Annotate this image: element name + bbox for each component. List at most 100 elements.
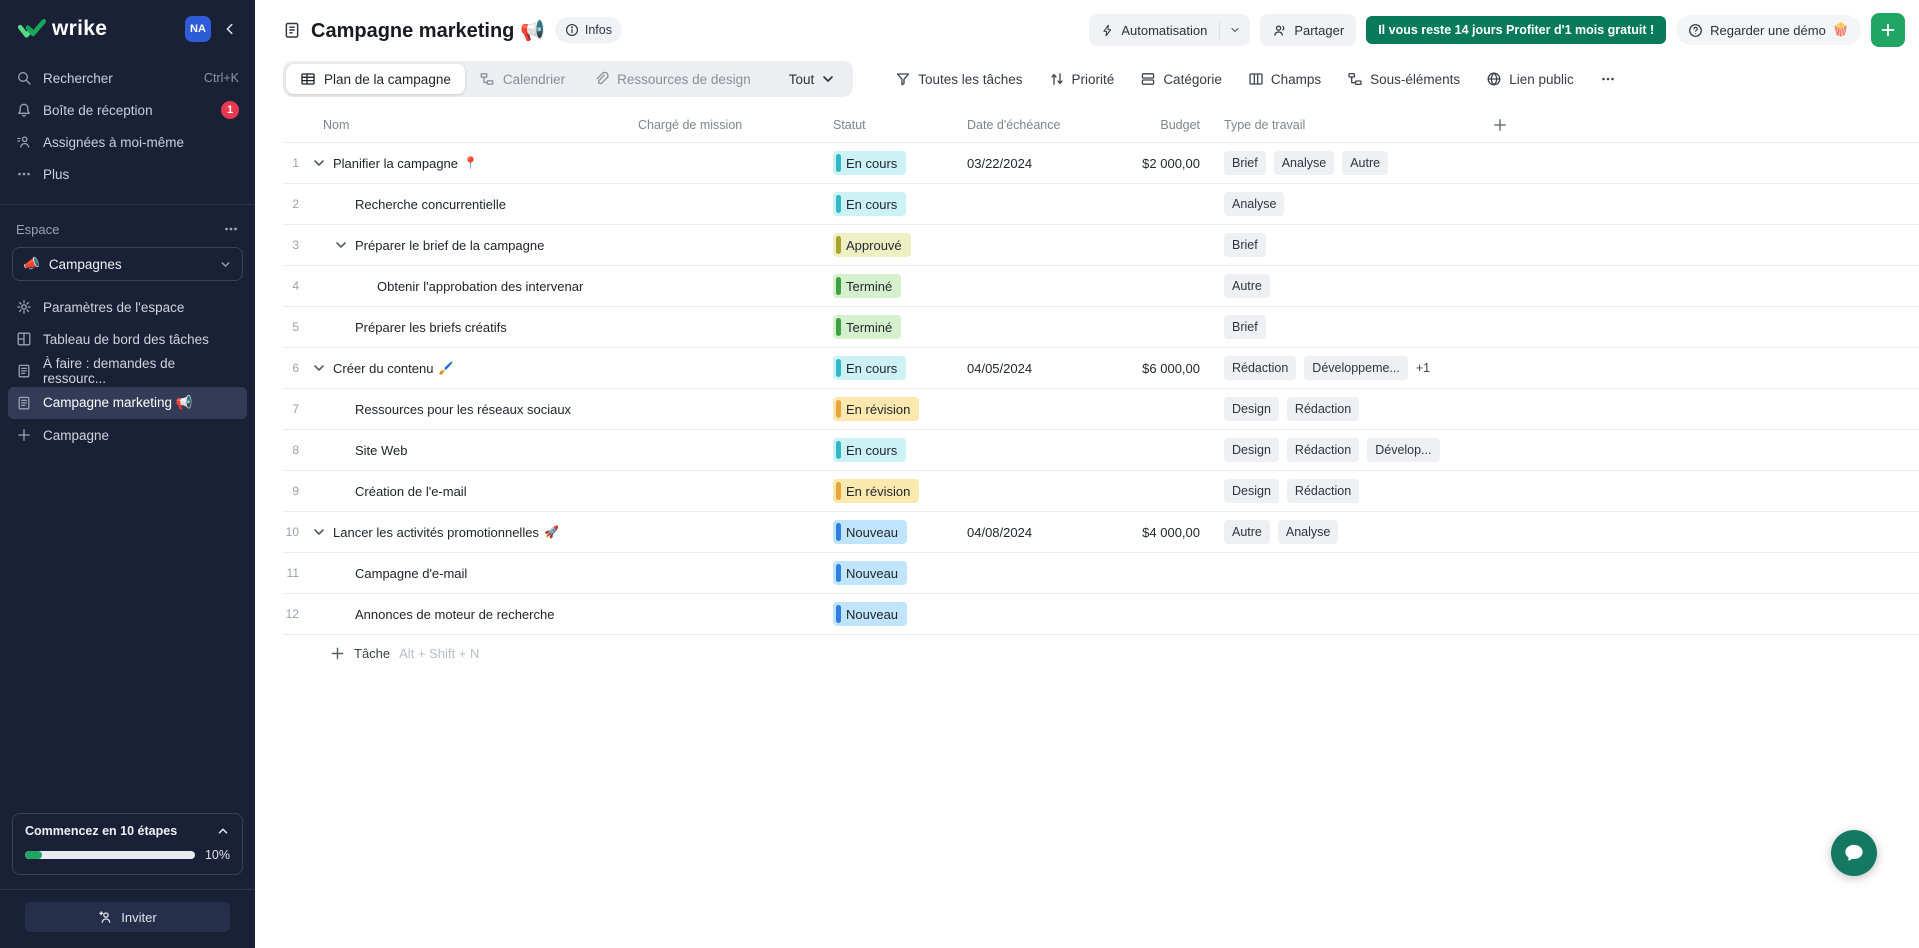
toolbar-all-tasks-filter[interactable]: Toutes les tâches [895, 71, 1023, 87]
more-tags-count[interactable]: +1 [1415, 361, 1431, 375]
due-date[interactable]: 03/22/2024 [967, 155, 1033, 171]
collapse-sidebar-button[interactable] [219, 18, 241, 40]
table-row[interactable]: 6 Créer du contenu 🖌️ En cours 04/05/202… [283, 348, 1919, 389]
worktype-cell[interactable]: Brief Analyse Autre [1200, 151, 1480, 175]
table-row[interactable]: 9 Création de l'e-mail En révision Desig… [283, 471, 1919, 512]
add-task-button[interactable]: Tâche Alt + Shift + N [283, 646, 1919, 661]
status-badge[interactable]: En révision [833, 397, 920, 421]
automation-dropdown-button[interactable] [1220, 14, 1250, 46]
task-name[interactable]: Préparer les briefs créatifs [355, 319, 507, 335]
sidebar-item-more[interactable]: Plus [0, 158, 255, 190]
worktype-cell[interactable]: Autre [1200, 274, 1480, 298]
table-row[interactable]: 2 Recherche concurrentielle En cours Ana… [283, 184, 1919, 225]
worktype-tag[interactable]: Analyse [1277, 520, 1339, 544]
task-name[interactable]: Création de l'e-mail [355, 483, 467, 499]
space-item-space-settings[interactable]: Paramètres de l'espace [0, 291, 255, 323]
column-header-statut[interactable]: Statut [833, 117, 866, 132]
due-date[interactable]: 04/08/2024 [967, 524, 1033, 540]
row-expand-chevron[interactable] [311, 155, 331, 171]
worktype-tag[interactable]: Rédaction [1224, 356, 1297, 380]
row-expand-chevron[interactable] [333, 237, 353, 253]
chat-widget-button[interactable] [1831, 830, 1877, 876]
column-header-type[interactable]: Type de travail [1224, 117, 1306, 132]
toolbar-category[interactable]: Catégorie [1140, 71, 1222, 87]
status-badge[interactable]: Nouveau [833, 561, 908, 585]
column-header-assignee[interactable]: Chargé de mission [638, 117, 743, 132]
worktype-cell[interactable]: Brief [1200, 315, 1480, 339]
column-header-date[interactable]: Date d'échéance [967, 117, 1061, 132]
worktype-tag[interactable]: Rédaction [1286, 479, 1360, 503]
worktype-tag[interactable]: Design [1224, 479, 1279, 503]
task-name[interactable]: Campagne d'e-mail [355, 565, 468, 581]
add-column-button[interactable] [1480, 117, 1520, 133]
column-header-nom[interactable]: Nom [323, 117, 350, 132]
space-item-new-campagne[interactable]: Campagne [0, 419, 255, 451]
infos-button[interactable]: Infos [554, 17, 622, 43]
status-badge[interactable]: Approuvé [833, 233, 911, 257]
budget-value[interactable]: $2 000,00 [1142, 155, 1200, 171]
task-name[interactable]: Annonces de moteur de recherche [355, 606, 555, 622]
space-options-icon[interactable] [223, 221, 239, 237]
tab-plan[interactable]: Plan de la campagne [286, 64, 465, 94]
table-row[interactable]: 11 Campagne d'e-mail Nouveau [283, 553, 1919, 594]
status-badge[interactable]: Terminé [833, 315, 902, 339]
sidebar-item-inbox[interactable]: Boîte de réception 1 [0, 94, 255, 126]
budget-value[interactable]: $6 000,00 [1142, 360, 1200, 376]
tab-ressources-design[interactable]: Ressources de design [579, 64, 765, 94]
worktype-tag[interactable]: Rédaction [1286, 397, 1360, 421]
worktype-tag[interactable]: Autre [1342, 151, 1389, 175]
status-badge[interactable]: En cours [833, 356, 907, 380]
task-name[interactable]: Site Web [355, 442, 408, 458]
worktype-tag[interactable]: Design [1224, 397, 1279, 421]
space-item-campagne-marketing[interactable]: Campagne marketing 📢 [8, 387, 247, 419]
watch-demo-button[interactable]: Regarder une démo 🍿 [1676, 15, 1861, 45]
avatar[interactable]: NA [185, 16, 211, 42]
chevron-up-icon[interactable] [216, 824, 230, 838]
table-row[interactable]: 3 Préparer le brief de la campagne Appro… [283, 225, 1919, 266]
worktype-cell[interactable]: Design Rédaction [1200, 479, 1480, 503]
worktype-cell[interactable]: Autre Analyse [1200, 520, 1480, 544]
worktype-cell[interactable]: Design Rédaction Dévelop... [1200, 438, 1480, 462]
worktype-cell[interactable]: Analyse [1200, 192, 1480, 216]
table-row[interactable]: 7 Ressources pour les réseaux sociaux En… [283, 389, 1919, 430]
table-row[interactable]: 10 Lancer les activités promotionnelles … [283, 512, 1919, 553]
share-button[interactable]: Partager [1260, 14, 1357, 46]
task-name[interactable]: Lancer les activités promotionnelles [333, 524, 539, 540]
create-new-button[interactable] [1871, 13, 1905, 47]
toolbar-priority[interactable]: Priorité [1049, 71, 1114, 87]
invite-button[interactable]: Inviter [25, 902, 230, 932]
column-header-budget[interactable]: Budget [1160, 117, 1200, 132]
space-selector[interactable]: 📣 Campagnes [12, 247, 243, 281]
worktype-tag[interactable]: Brief [1224, 233, 1266, 257]
task-name[interactable]: Créer du contenu [333, 360, 434, 376]
worktype-tag[interactable]: Analyse [1224, 192, 1285, 216]
status-badge[interactable]: En cours [833, 192, 907, 216]
status-badge[interactable]: En cours [833, 438, 907, 462]
worktype-cell[interactable]: Brief [1200, 233, 1480, 257]
worktype-tag[interactable]: Autre [1224, 274, 1270, 298]
sidebar-item-assigned-to-me[interactable]: Assignées à moi-même [0, 126, 255, 158]
space-item-todo-resource-requests[interactable]: À faire : demandes de ressourc... [0, 355, 255, 387]
table-row[interactable]: 5 Préparer les briefs créatifs Terminé B… [283, 307, 1919, 348]
worktype-tag[interactable]: Analyse [1273, 151, 1335, 175]
due-date[interactable]: 04/05/2024 [967, 360, 1033, 376]
status-badge[interactable]: Terminé [833, 274, 902, 298]
toolbar-fields[interactable]: Champs [1248, 71, 1321, 87]
budget-value[interactable]: $4 000,00 [1142, 524, 1200, 540]
status-badge[interactable]: En cours [833, 151, 907, 175]
table-row[interactable]: 4 Obtenir l'approbation des intervenar T… [283, 266, 1919, 307]
toolbar-more-options[interactable] [1600, 71, 1616, 87]
task-name[interactable]: Recherche concurrentielle [355, 196, 507, 212]
task-name[interactable]: Ressources pour les réseaux sociaux [355, 401, 572, 417]
status-badge[interactable]: Nouveau [833, 602, 908, 626]
task-name[interactable]: Obtenir l'approbation des intervenar [377, 278, 584, 294]
worktype-tag[interactable]: Rédaction [1286, 438, 1360, 462]
wrike-logo[interactable]: wrike [18, 17, 107, 41]
worktype-tag[interactable]: Brief [1224, 151, 1266, 175]
row-expand-chevron[interactable] [311, 524, 331, 540]
worktype-cell[interactable]: Rédaction Développeme... +1 [1200, 356, 1480, 380]
space-item-task-dashboard[interactable]: Tableau de bord des tâches [0, 323, 255, 355]
status-badge[interactable]: Nouveau [833, 520, 908, 544]
worktype-tag[interactable]: Dévelop... [1367, 438, 1440, 462]
status-badge[interactable]: En révision [833, 479, 920, 503]
